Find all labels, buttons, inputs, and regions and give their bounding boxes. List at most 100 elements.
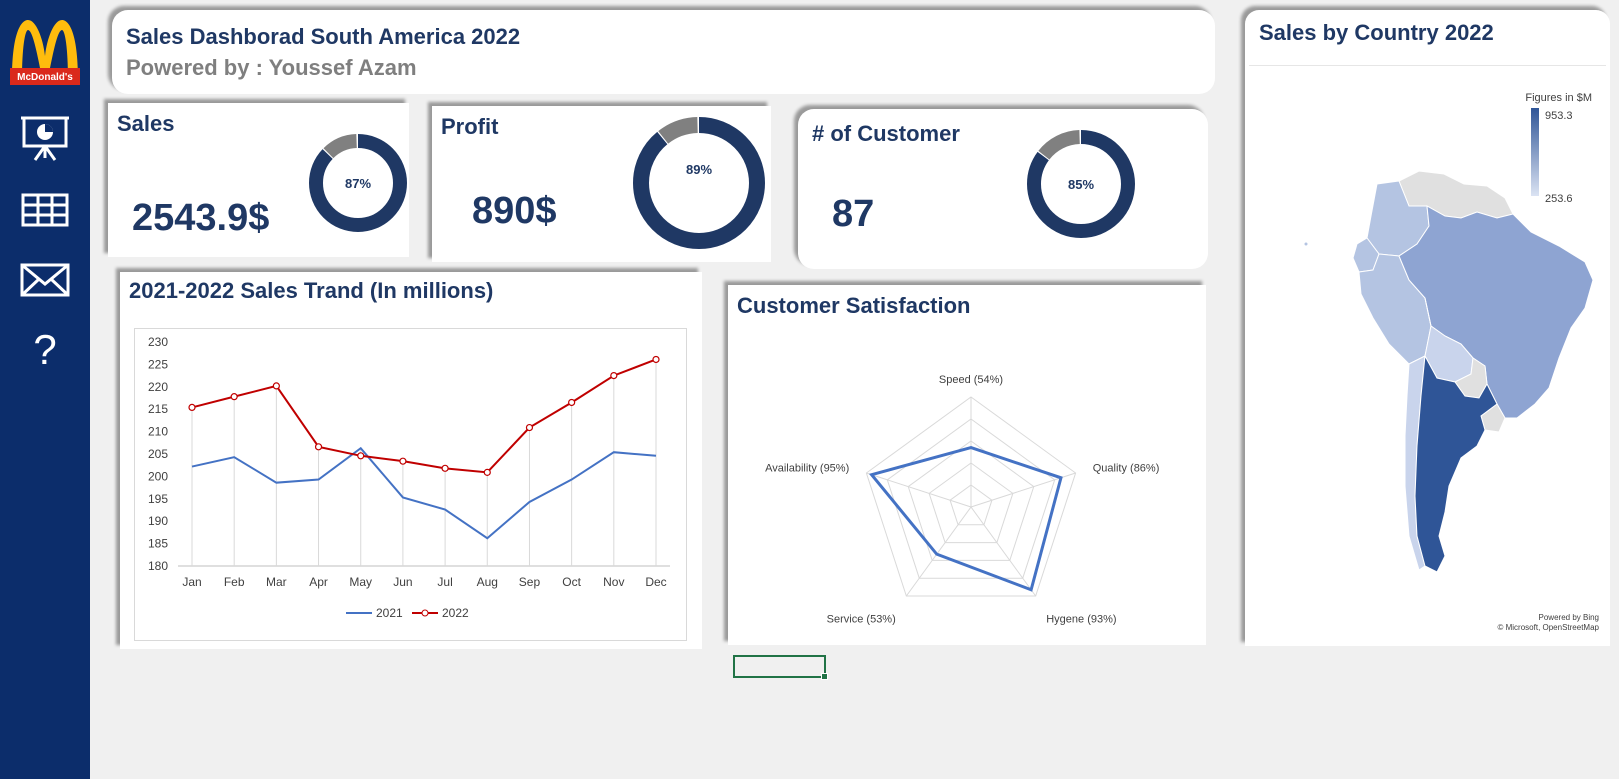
y-tick-label: 195: [148, 492, 168, 506]
y-tick-label: 210: [148, 425, 168, 439]
radar-grid-ring: [949, 484, 993, 526]
series-line-2022: [191, 358, 657, 474]
y-tick-label: 200: [148, 469, 168, 483]
profit-donut-value: [633, 117, 765, 249]
profit-donut-label: 89%: [686, 162, 712, 177]
profit-donut: 89%: [633, 117, 765, 249]
series-point-2022: [568, 398, 576, 407]
radar-axis-label: Speed (54%): [939, 374, 1003, 386]
sales-trend-title: 2021-2022 Sales Trand (In millions): [129, 278, 494, 303]
radar-grid-ring: [865, 396, 1077, 597]
y-tick-label: 185: [148, 537, 168, 551]
map-area[interactable]: Figures in $M 953.3 253.6 Powered by Bin…: [1249, 65, 1606, 644]
sales-trend-chart: 180 185 190 195 200 205 210 215 220 225 230 Jan Feb M…: [134, 328, 687, 641]
header-card: Sales Dashborad South America 2022 Power…: [112, 10, 1215, 94]
x-tick-label: Nov: [603, 575, 624, 589]
radar-axis-label: Hygene (93%): [1046, 614, 1116, 626]
series-point-2022: [652, 355, 660, 364]
series-point-2022: [483, 468, 491, 476]
x-tick-label: May: [349, 575, 372, 589]
help-icon[interactable]: ?: [18, 325, 72, 375]
series-point-2022: [525, 423, 534, 432]
profit-kpi-card: Profit 890$ 89%: [432, 106, 771, 262]
radar-spoke: [970, 472, 1076, 508]
satisfaction-radar-chart: Speed (54%) Quality (86%) Hygene (93%) Serv…: [765, 374, 1160, 626]
sales-donut-value: [309, 134, 407, 232]
legend-marker-2022: [421, 609, 429, 617]
customers-donut: 85%: [1027, 130, 1135, 238]
x-tick-label: Jan: [182, 575, 201, 589]
radar-grid-ring: [928, 462, 1014, 544]
series-point-2022: [399, 457, 407, 465]
series-point-2022: [188, 403, 196, 412]
x-tick-label: Sep: [519, 575, 541, 589]
x-tick-label: Jul: [437, 575, 452, 589]
map-title: Sales by Country 2022: [1259, 20, 1494, 45]
presentation-icon[interactable]: [18, 112, 72, 162]
customers-kpi-title: # of Customer: [812, 121, 960, 146]
selected-cell[interactable]: [733, 655, 828, 680]
legend-label-2022: 2022: [442, 606, 469, 620]
radar-spoke: [970, 506, 1037, 597]
help-glyph: ?: [33, 326, 57, 373]
map-legend-title: Figures in $M: [1525, 92, 1592, 104]
customers-donut-label: 85%: [1068, 177, 1094, 192]
profit-kpi-value: 890$: [472, 190, 557, 232]
customers-kpi-card: # of Customer 87 85%: [798, 109, 1208, 269]
series-point-2022: [314, 443, 323, 451]
x-tick-label: Aug: [477, 575, 498, 589]
radar-grid-ring: [907, 440, 1035, 561]
y-tick-label: 190: [148, 514, 168, 528]
table-icon[interactable]: [18, 185, 72, 235]
sales-trend-card: 2021-2022 Sales Trand (In millions) 180 1…: [120, 272, 702, 649]
x-tick-label: Oct: [562, 575, 581, 589]
radar-axis-label: Quality (86%): [1093, 462, 1160, 474]
series-point-2022: [357, 452, 365, 460]
x-tick-label: Mar: [266, 575, 287, 589]
map-legend-min: 253.6: [1545, 193, 1573, 205]
satisfaction-card: Customer Satisfaction Speed (54%) Quality…: [728, 285, 1206, 645]
customers-kpi-value: 87: [832, 193, 875, 235]
radar-axis-label: Availability (95%): [765, 462, 849, 474]
y-tick-label: 230: [148, 335, 168, 349]
legend-label-2021: 2021: [376, 606, 403, 620]
dashboard-title: Sales Dashborad South America 2022: [126, 24, 521, 49]
sales-donut: 87%: [309, 134, 407, 233]
radar-series: [868, 446, 1063, 592]
series-line-2021: [191, 446, 657, 540]
y-tick-label: 215: [148, 402, 168, 416]
x-tick-label: Feb: [224, 575, 245, 589]
satisfaction-title: Customer Satisfaction: [737, 293, 971, 318]
profit-kpi-title: Profit: [441, 114, 499, 139]
mail-icon[interactable]: [18, 255, 72, 305]
y-tick-label: 205: [148, 447, 168, 461]
map-card: Sales by Country 2022 Figures in: [1245, 10, 1610, 646]
sales-donut-remainder: [309, 134, 407, 233]
sales-kpi-title: Sales: [117, 111, 175, 136]
south-america-map: Figures in $M 953.3 253.6 Powered by Bin…: [1304, 92, 1600, 632]
customers-donut-value: [1027, 130, 1135, 238]
brand-text: McDonald's: [17, 72, 73, 83]
series-point-2022: [610, 371, 618, 380]
map-region-argentina: [1414, 354, 1498, 573]
mcdonalds-logo: McDonald's: [10, 18, 80, 88]
series-point-2022: [441, 464, 449, 472]
radar-spoke: [905, 506, 972, 597]
dashboard-subtitle: Powered by : Youssef Azam: [126, 55, 417, 80]
sales-kpi-card: Sales 2543.9$ 87%: [108, 103, 409, 257]
sidebar: McDonald's ?: [0, 0, 90, 779]
x-tick-label: Dec: [645, 575, 666, 589]
map-legend-max: 953.3: [1545, 110, 1573, 122]
map-credit-osm: © Microsoft, OpenStreetMap: [1498, 623, 1600, 632]
x-tick-label: Apr: [309, 575, 328, 589]
sales-kpi-value: 2543.9$: [132, 197, 270, 239]
series-point-2022: [230, 393, 238, 401]
y-tick-label: 225: [148, 357, 168, 371]
y-tick-label: 180: [148, 559, 168, 573]
map-credit-bing: Powered by Bing: [1539, 613, 1599, 622]
radar-spoke: [866, 472, 972, 508]
series-point-2022: [272, 382, 280, 390]
x-tick-label: Jun: [393, 575, 412, 589]
radar-axis-label: Service (53%): [827, 614, 896, 626]
sales-donut-label: 87%: [345, 176, 371, 191]
